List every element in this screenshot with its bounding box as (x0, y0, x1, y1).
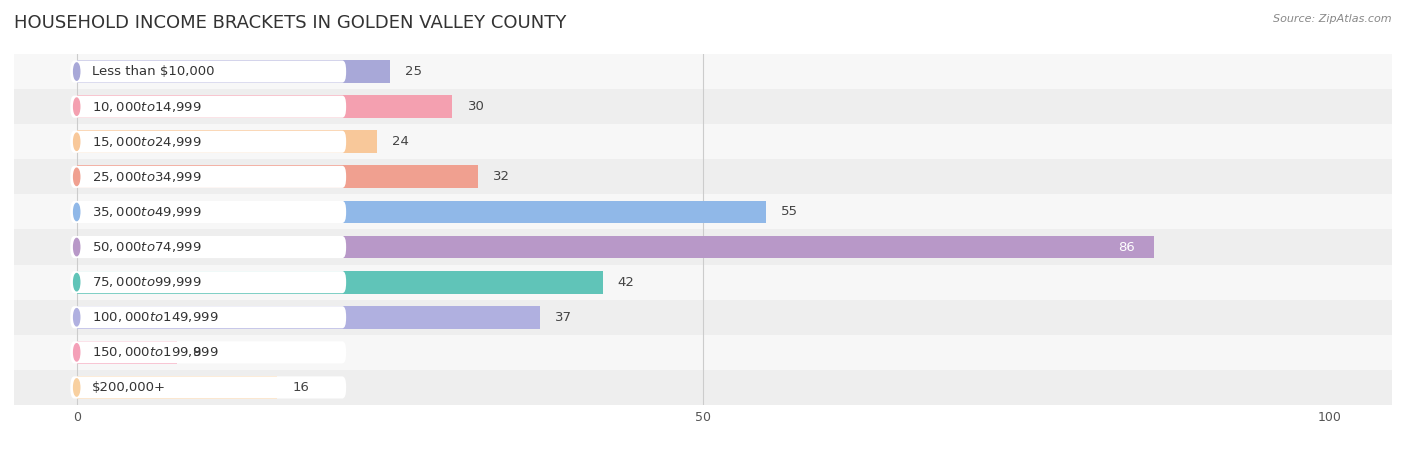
Text: $50,000 to $74,999: $50,000 to $74,999 (91, 240, 201, 254)
Text: $150,000 to $199,999: $150,000 to $199,999 (91, 345, 218, 360)
Circle shape (73, 379, 80, 396)
Circle shape (73, 168, 80, 185)
Bar (14, 265, 1392, 300)
Bar (77, 60, 389, 83)
Bar (14, 335, 1392, 370)
Text: HOUSEHOLD INCOME BRACKETS IN GOLDEN VALLEY COUNTY: HOUSEHOLD INCOME BRACKETS IN GOLDEN VALL… (14, 14, 567, 32)
Bar (14, 54, 1392, 89)
Text: 25: 25 (405, 65, 422, 78)
Circle shape (73, 133, 80, 150)
Circle shape (73, 274, 80, 291)
Bar (14, 159, 1392, 194)
FancyBboxPatch shape (70, 341, 346, 364)
FancyBboxPatch shape (70, 201, 346, 223)
Bar (14, 300, 1392, 335)
Bar (77, 130, 377, 153)
Text: $75,000 to $99,999: $75,000 to $99,999 (91, 275, 201, 289)
Text: $25,000 to $34,999: $25,000 to $34,999 (91, 170, 201, 184)
Text: $200,000+: $200,000+ (91, 381, 166, 394)
Text: Less than $10,000: Less than $10,000 (91, 65, 214, 78)
Bar (77, 306, 540, 328)
Circle shape (73, 309, 80, 326)
Text: 86: 86 (1118, 241, 1135, 253)
Circle shape (73, 238, 80, 256)
FancyBboxPatch shape (70, 271, 346, 293)
Text: Source: ZipAtlas.com: Source: ZipAtlas.com (1274, 14, 1392, 23)
Circle shape (73, 344, 80, 361)
Text: 37: 37 (555, 311, 572, 324)
Bar (77, 271, 603, 293)
Circle shape (73, 63, 80, 80)
Text: $15,000 to $24,999: $15,000 to $24,999 (91, 135, 201, 149)
Text: $10,000 to $14,999: $10,000 to $14,999 (91, 99, 201, 114)
FancyBboxPatch shape (70, 236, 346, 258)
FancyBboxPatch shape (70, 130, 346, 153)
Circle shape (73, 203, 80, 220)
Bar (14, 230, 1392, 265)
Bar (77, 166, 478, 188)
FancyBboxPatch shape (70, 376, 346, 399)
FancyBboxPatch shape (70, 95, 346, 118)
Bar (14, 89, 1392, 124)
Text: 16: 16 (292, 381, 309, 394)
Text: 32: 32 (492, 171, 509, 183)
Text: 55: 55 (780, 206, 797, 218)
Bar (77, 236, 1154, 258)
FancyBboxPatch shape (70, 166, 346, 188)
Text: 8: 8 (193, 346, 200, 359)
Circle shape (73, 98, 80, 115)
Bar (77, 95, 453, 118)
Bar (77, 341, 177, 364)
Text: $35,000 to $49,999: $35,000 to $49,999 (91, 205, 201, 219)
FancyBboxPatch shape (70, 306, 346, 328)
Bar (14, 370, 1392, 405)
Text: 42: 42 (617, 276, 634, 288)
Bar (77, 201, 766, 223)
Bar (14, 124, 1392, 159)
Bar (77, 376, 277, 399)
Bar (14, 194, 1392, 230)
Text: $100,000 to $149,999: $100,000 to $149,999 (91, 310, 218, 324)
FancyBboxPatch shape (70, 60, 346, 83)
Text: 24: 24 (392, 135, 409, 148)
Text: 30: 30 (468, 100, 485, 113)
